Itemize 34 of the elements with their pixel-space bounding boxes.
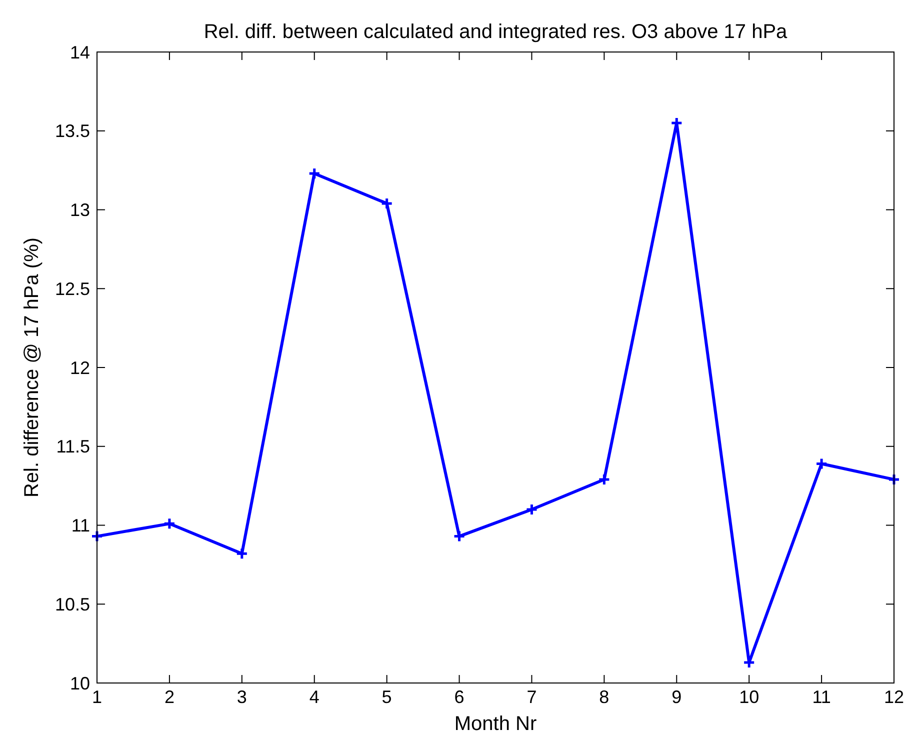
point <box>163 517 176 530</box>
y-tick-label: 14 <box>70 42 90 62</box>
x-tick-label: 1 <box>92 687 102 707</box>
x-tick-label: 12 <box>884 687 904 707</box>
x-axis-title: Month Nr <box>454 713 537 735</box>
y-tick-label: 12.5 <box>54 278 90 299</box>
point <box>90 530 104 543</box>
x-tick-label: 4 <box>309 687 320 707</box>
x-tick-label: 6 <box>454 687 464 707</box>
x-tick-label: 9 <box>672 687 682 707</box>
point <box>525 503 538 516</box>
x-tick-label: 5 <box>382 687 392 707</box>
x-tick-label: 7 <box>526 687 537 707</box>
point <box>815 457 828 470</box>
y-tick-label: 12 <box>70 358 90 378</box>
y-tick-label: 11.5 <box>56 436 90 457</box>
x-tick-label: 3 <box>236 687 247 707</box>
x-tick-label: 11 <box>812 687 831 707</box>
point <box>453 530 466 543</box>
y-tick-label: 10 <box>70 673 90 694</box>
x-tick-label: 2 <box>164 687 174 707</box>
chart-title: Rel. diff. between calculated and integrated res. O3 above 17 hPa <box>204 21 788 43</box>
y-axis-title: Rel. difference @ 17 hPa (%) <box>21 237 43 498</box>
y-tick-label: 13 <box>70 200 90 220</box>
point <box>888 473 900 486</box>
y-tick-label: 13.5 <box>54 121 90 142</box>
x-tick-label: 8 <box>599 687 610 707</box>
x-tick-label: 10 <box>739 687 760 707</box>
y-tick-label: 10.5 <box>54 594 90 614</box>
point <box>308 167 321 180</box>
y-tick-label: 11 <box>71 516 90 536</box>
point <box>380 197 394 210</box>
point <box>598 473 610 486</box>
point <box>236 547 248 560</box>
